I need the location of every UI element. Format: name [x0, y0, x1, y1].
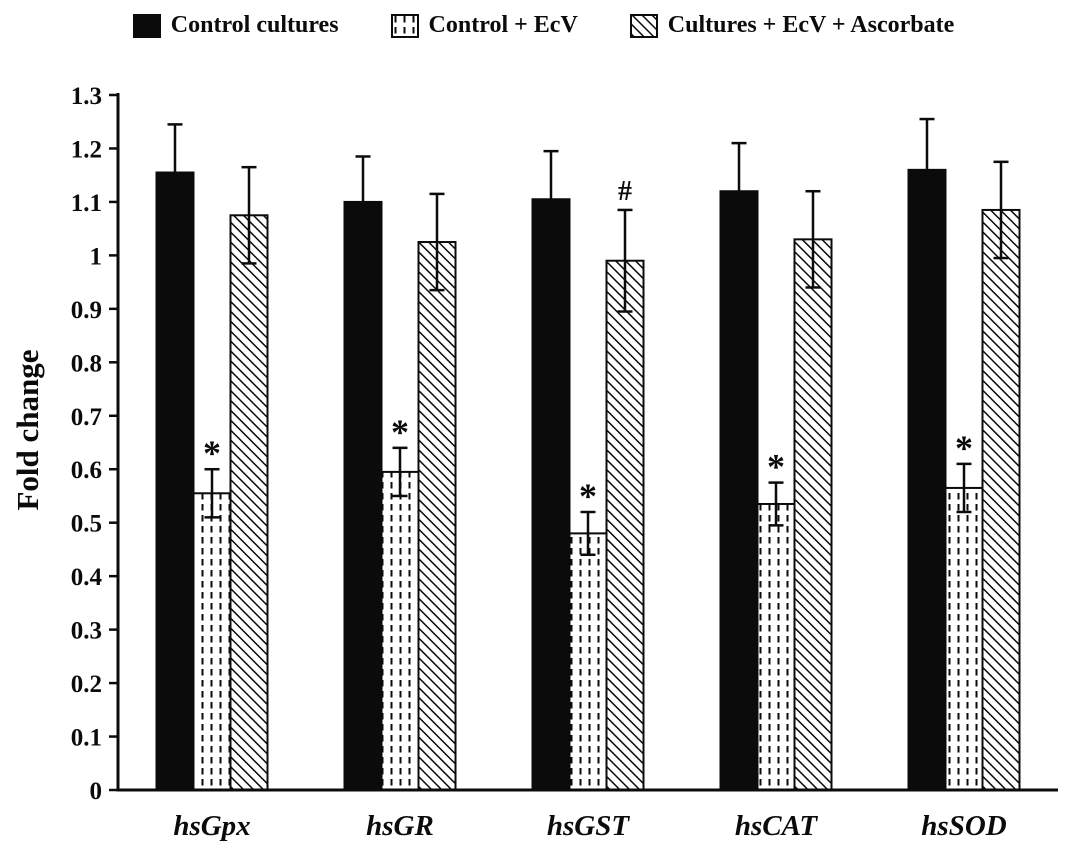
- bar-diagonal-hatch: [605, 259, 645, 791]
- bar-solid-black: [155, 171, 195, 792]
- y-tick-label: 1.3: [71, 83, 102, 110]
- y-tick-label: 0.7: [71, 404, 102, 431]
- y-tick-label: 0.9: [71, 297, 102, 324]
- legend-item-cultures-ecv-ascorbate: Cultures + EcV + Ascorbate: [629, 12, 955, 39]
- significance-asterisk: *: [579, 476, 597, 516]
- legend-label-control-ecv: Control + EcV: [428, 12, 578, 38]
- y-tick-label: 1.2: [71, 136, 102, 163]
- significance-asterisk: *: [391, 412, 409, 452]
- bar-dotted: [568, 532, 608, 791]
- y-tick-label: 0.3: [71, 618, 102, 645]
- bar-solid-black: [907, 168, 947, 792]
- legend-swatch-solid-black-icon: [132, 13, 161, 38]
- bar-dotted: [756, 502, 796, 791]
- bar-solid-black: [531, 198, 571, 791]
- chart-legend: Control cultures Control + EcV Cultures …: [0, 12, 1087, 39]
- legend-item-control-ecv: Control + EcV: [390, 12, 578, 39]
- y-tick-label: 0.8: [71, 350, 102, 377]
- x-category-label: hsGST: [547, 810, 630, 842]
- bar-dotted: [944, 486, 984, 791]
- bar-diagonal-hatch: [981, 208, 1021, 791]
- y-tick-label: 0: [90, 778, 103, 805]
- bar-solid-black: [719, 190, 759, 791]
- legend-swatch-diagonal-hatch-icon: [629, 13, 658, 38]
- y-tick-label: 1: [90, 243, 103, 270]
- x-category-label: hsCAT: [735, 810, 818, 842]
- x-category-label: hsGR: [366, 810, 434, 842]
- y-tick-label: 0.2: [71, 671, 102, 698]
- significance-hash: #: [618, 176, 632, 207]
- legend-label-control-cultures: Control cultures: [170, 12, 339, 38]
- x-category-label: hsGpx: [173, 810, 250, 842]
- significance-asterisk: *: [203, 433, 221, 473]
- y-tick-label: 1.1: [71, 190, 102, 217]
- bar-diagonal-hatch: [417, 241, 457, 791]
- bar-chart-plot: 0 0.1 0.2 0.3 0.4 0.5 0.6 0.7 0.8 0.9 1 1.1 1.2 1.3 hs…: [71, 83, 1058, 842]
- x-category-label: hsSOD: [921, 810, 1006, 842]
- bar-diagonal-hatch: [793, 238, 833, 792]
- legend-label-cultures-ecv-ascorbate: Cultures + EcV + Ascorbate: [667, 12, 955, 38]
- y-tick-label: 0.6: [71, 457, 102, 484]
- significance-asterisk: *: [955, 428, 973, 468]
- bar-diagonal-hatch: [229, 214, 269, 792]
- legend-item-control-cultures: Control cultures: [132, 12, 339, 39]
- y-tick-label: 0.5: [71, 511, 102, 538]
- y-tick-label: 0.1: [71, 725, 102, 752]
- y-tick-label: 0.4: [71, 564, 103, 591]
- legend-swatch-dotted-icon: [390, 13, 419, 38]
- bar-dotted: [192, 492, 232, 791]
- bar-solid-black: [343, 200, 383, 791]
- significance-asterisk: *: [767, 447, 785, 487]
- bar-dotted: [380, 470, 420, 791]
